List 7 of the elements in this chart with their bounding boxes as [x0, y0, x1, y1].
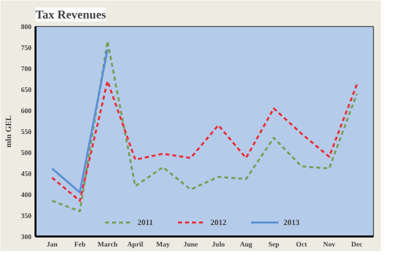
- y-axis-title: mln GEL: [4, 115, 13, 148]
- legend-label: 2011: [138, 218, 154, 226]
- line-series: [51, 80, 358, 202]
- chart-title: Tax Revenues: [36, 8, 106, 22]
- legend-label: 2012: [210, 218, 228, 226]
- legend-label: 2013: [284, 218, 300, 226]
- line-series: [51, 40, 358, 212]
